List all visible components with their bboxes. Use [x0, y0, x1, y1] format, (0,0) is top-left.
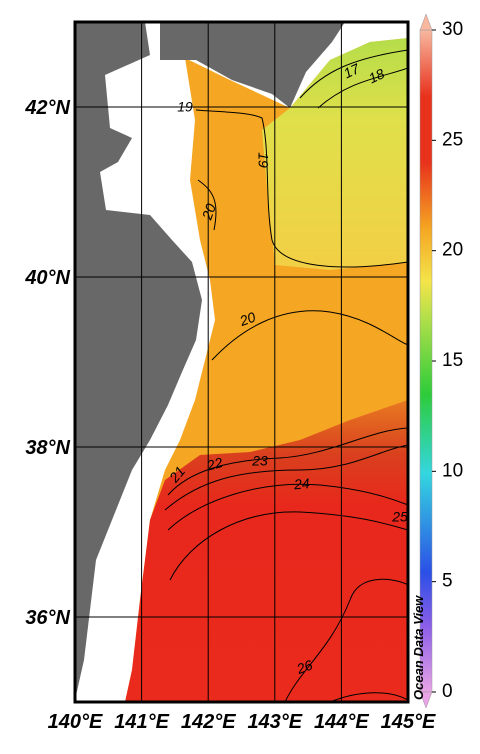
- colorbar-min-arrow: [419, 691, 433, 709]
- contour-label: 26: [294, 657, 315, 678]
- credit: Ocean Data View: [411, 595, 426, 700]
- lon-tick-label: 140°E: [48, 711, 103, 733]
- contour-label: 18: [366, 65, 387, 86]
- cool-region: [262, 38, 408, 270]
- contour-label: 19: [177, 99, 193, 115]
- contour-label: 19: [255, 152, 271, 168]
- colorbar-tick-label: 20: [442, 240, 463, 261]
- lat-tick-label: 40°N: [24, 267, 70, 289]
- lon-tick-label: 141°E: [114, 711, 169, 733]
- colorbar-tick-label: 10: [442, 460, 463, 481]
- graticule: [75, 22, 408, 702]
- colorbar-tick-label: 5: [442, 571, 453, 592]
- colorbar: [419, 29, 433, 693]
- contour-label: 23: [251, 453, 268, 469]
- colorbar-tick-label: 30: [442, 19, 463, 40]
- lat-tick-label: 42°N: [24, 97, 70, 119]
- contour-label: 22: [204, 454, 224, 474]
- colorbar-max-arrow: [419, 13, 433, 31]
- contour-label: 25: [391, 509, 408, 525]
- lon-tick-label: 145°E: [381, 711, 436, 733]
- land: [75, 22, 202, 700]
- lon-tick-label: 144°E: [314, 711, 369, 733]
- colorbar-tick-label: 0: [442, 681, 453, 702]
- lon-tick-label: 142°E: [181, 711, 236, 733]
- colorbar-tick-label: 15: [442, 350, 463, 371]
- contour-label: 24: [292, 475, 310, 492]
- lat-tick-label: 38°N: [25, 437, 70, 459]
- frame: [73, 20, 410, 704]
- lon-tick-label: 143°E: [247, 711, 302, 733]
- land: [160, 22, 345, 108]
- lat-tick-label: 36°N: [25, 607, 70, 629]
- contour-label: 20: [198, 201, 219, 222]
- colorbar-tick-label: 25: [442, 129, 463, 150]
- contours: [164, 49, 408, 702]
- contour-label: 20: [237, 309, 258, 330]
